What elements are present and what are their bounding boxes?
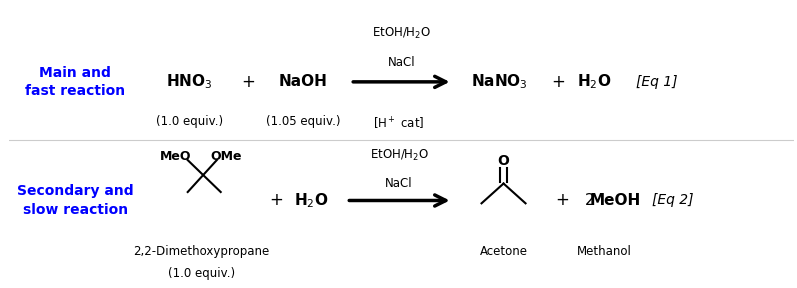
Text: Methanol: Methanol <box>577 245 631 258</box>
Text: EtOH/H$_2$O: EtOH/H$_2$O <box>370 148 429 163</box>
Text: 2,2-Dimethoxypropane: 2,2-Dimethoxypropane <box>133 245 269 258</box>
Text: Main and
fast reaction: Main and fast reaction <box>26 66 125 98</box>
Text: NaCl: NaCl <box>387 56 415 69</box>
Text: MeO: MeO <box>160 150 191 163</box>
Text: NaOH: NaOH <box>279 74 328 89</box>
Text: MeOH: MeOH <box>590 193 641 208</box>
Text: H$_2$O: H$_2$O <box>577 73 611 91</box>
Text: [H$^+$ cat]: [H$^+$ cat] <box>374 116 425 132</box>
Text: +: + <box>241 73 255 91</box>
Text: EtOH/H$_2$O: EtOH/H$_2$O <box>372 26 431 41</box>
Text: Secondary and
slow reaction: Secondary and slow reaction <box>17 184 134 217</box>
Text: +: + <box>269 192 283 209</box>
Text: [Eq 1]: [Eq 1] <box>636 75 677 89</box>
Text: HNO$_3$: HNO$_3$ <box>166 73 213 91</box>
Text: +: + <box>552 73 565 91</box>
Text: (1.05 equiv.): (1.05 equiv.) <box>266 115 340 128</box>
Text: NaNO$_3$: NaNO$_3$ <box>471 73 528 91</box>
Text: Acetone: Acetone <box>480 245 528 258</box>
Text: H$_2$O: H$_2$O <box>294 191 328 210</box>
Text: +: + <box>556 192 569 209</box>
Text: (1.0 equiv.): (1.0 equiv.) <box>167 268 234 281</box>
Text: 2: 2 <box>585 193 595 208</box>
Text: NaCl: NaCl <box>385 177 413 190</box>
Text: [Eq 2]: [Eq 2] <box>652 194 693 207</box>
Text: O: O <box>497 154 509 168</box>
Text: OMe: OMe <box>210 150 242 163</box>
Text: (1.0 equiv.): (1.0 equiv.) <box>155 115 223 128</box>
